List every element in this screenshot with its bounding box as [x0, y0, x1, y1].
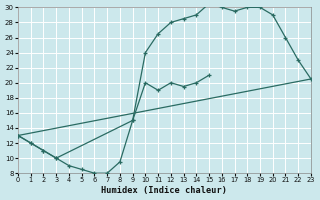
- X-axis label: Humidex (Indice chaleur): Humidex (Indice chaleur): [101, 186, 228, 195]
